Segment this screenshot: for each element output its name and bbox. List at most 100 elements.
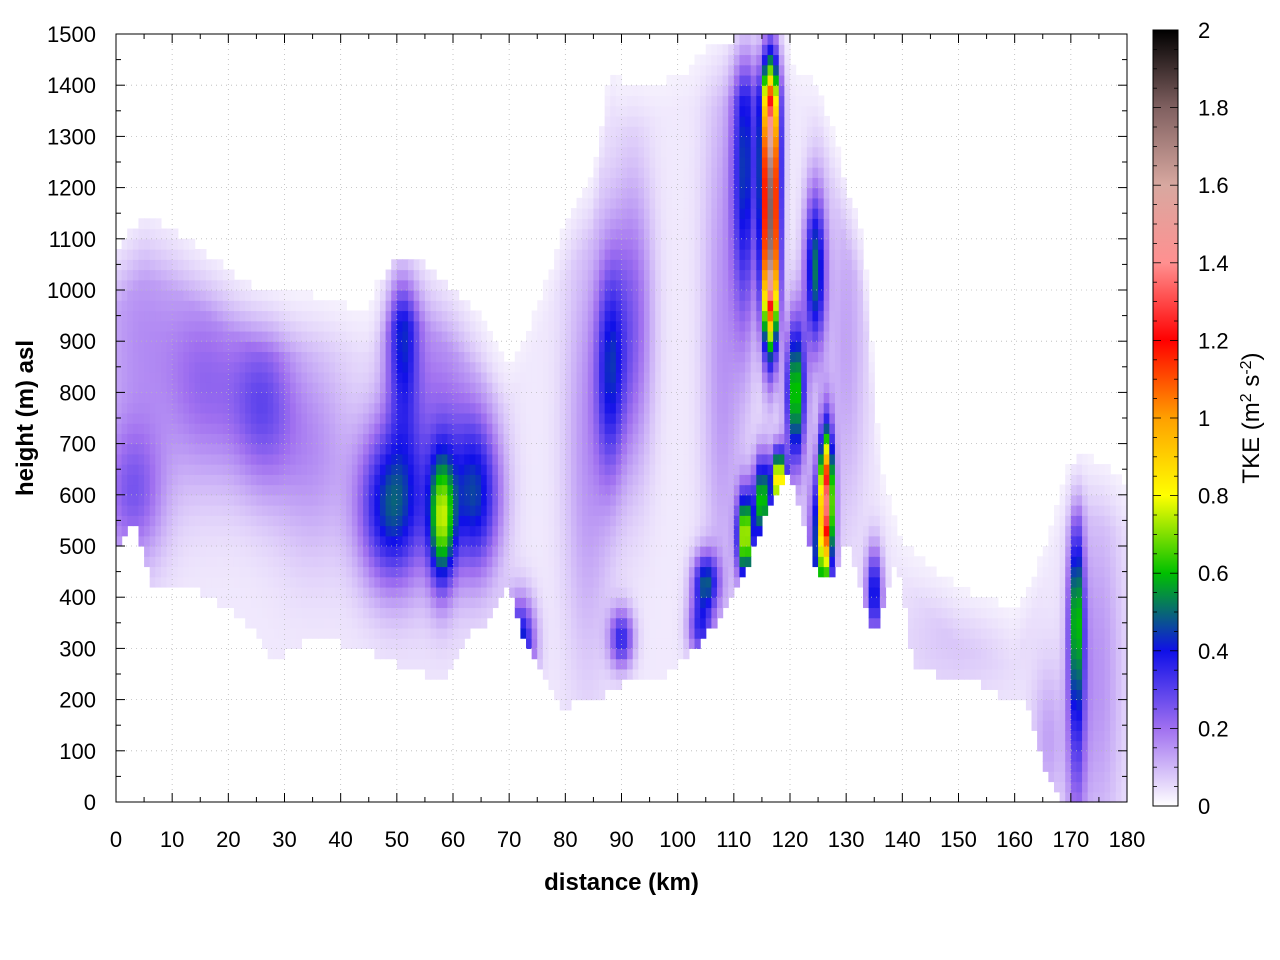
heatmap-cell xyxy=(306,546,314,557)
heatmap-cell xyxy=(419,423,426,434)
heatmap-cell xyxy=(700,279,707,291)
heatmap-cell xyxy=(649,535,656,547)
heatmap-cell xyxy=(357,566,364,578)
heatmap-cell xyxy=(357,576,364,588)
heatmap-cell xyxy=(587,402,595,414)
heatmap-cell xyxy=(385,361,392,373)
heatmap-cell xyxy=(615,259,623,271)
heatmap-cell xyxy=(205,474,213,486)
heatmap-cell xyxy=(306,320,314,332)
heatmap-cell xyxy=(778,259,785,271)
heatmap-cell xyxy=(368,371,375,383)
heatmap-cell xyxy=(570,484,578,496)
heatmap-cell xyxy=(638,412,645,424)
heatmap-cell xyxy=(666,156,673,168)
heatmap-cell xyxy=(655,556,662,568)
heatmap-cell xyxy=(211,546,218,557)
heatmap-cell xyxy=(655,658,662,670)
heatmap-cell xyxy=(492,464,499,475)
heatmap-cell xyxy=(705,494,712,506)
heatmap-cell xyxy=(655,648,662,660)
heatmap-cell xyxy=(318,556,325,568)
heatmap-cell xyxy=(329,320,336,332)
heatmap-cell xyxy=(273,361,280,373)
heatmap-cell xyxy=(615,208,623,219)
heatmap-cell xyxy=(453,556,460,568)
heatmap-cell xyxy=(801,433,808,445)
heatmap-cell xyxy=(587,576,595,588)
heatmap-cell xyxy=(554,505,561,516)
heatmap-cell xyxy=(458,597,465,609)
heatmap-cell xyxy=(116,453,123,465)
heatmap-cell xyxy=(520,627,527,639)
heatmap-cell xyxy=(599,535,606,547)
heatmap-cell xyxy=(464,371,471,383)
heatmap-cell xyxy=(660,351,668,363)
heatmap-cell xyxy=(262,638,269,649)
heatmap-cell xyxy=(194,443,201,455)
heatmap-cell xyxy=(688,494,696,506)
heatmap-cell xyxy=(363,566,370,578)
heatmap-cell xyxy=(189,494,196,506)
heatmap-cell xyxy=(233,341,241,353)
heatmap-cell xyxy=(284,566,291,578)
heatmap-cell xyxy=(374,330,381,342)
heatmap-cell xyxy=(245,566,252,578)
heatmap-cell xyxy=(548,617,555,629)
heatmap-cell xyxy=(801,412,808,424)
heatmap-cell xyxy=(565,638,572,649)
heatmap-cell xyxy=(559,433,566,445)
heatmap-cell xyxy=(211,566,218,578)
heatmap-cell xyxy=(531,382,538,393)
heatmap-cell xyxy=(239,341,246,353)
heatmap-cell xyxy=(587,668,595,680)
heatmap-cell xyxy=(722,269,729,281)
heatmap-cell xyxy=(436,474,443,486)
heatmap-cell xyxy=(604,208,611,219)
heatmap-cell xyxy=(205,453,213,465)
heatmap-cell xyxy=(177,515,184,527)
heatmap-cell xyxy=(672,627,679,639)
heatmap-cell xyxy=(531,535,538,547)
heatmap-cell xyxy=(464,505,471,516)
heatmap-cell xyxy=(582,382,589,393)
heatmap-cell xyxy=(599,320,606,332)
heatmap-cell xyxy=(340,556,347,568)
heatmap-cell xyxy=(155,535,162,547)
heatmap-cell xyxy=(379,525,387,537)
heatmap-cell xyxy=(582,320,589,332)
heatmap-cell xyxy=(666,300,673,312)
heatmap-cell xyxy=(290,556,297,568)
heatmap-cell xyxy=(649,668,656,680)
heatmap-cell xyxy=(615,382,623,393)
heatmap-cell xyxy=(677,156,684,168)
heatmap-cell xyxy=(486,351,493,363)
heatmap-cell xyxy=(733,269,741,281)
heatmap-cell xyxy=(155,290,162,301)
heatmap-cell xyxy=(548,330,555,342)
heatmap-cell xyxy=(379,290,387,301)
heatmap-cell xyxy=(593,638,600,649)
heatmap-cell xyxy=(801,330,808,342)
heatmap-cell xyxy=(458,402,465,414)
heatmap-cell xyxy=(672,105,679,117)
heatmap-cell xyxy=(632,85,639,97)
heatmap-cell xyxy=(649,423,656,434)
heatmap-cell xyxy=(722,156,729,168)
heatmap-cell xyxy=(469,617,477,629)
heatmap-cell xyxy=(284,453,291,465)
heatmap-cell xyxy=(166,576,173,588)
heatmap-cell xyxy=(722,402,729,414)
heatmap-cell xyxy=(728,167,735,178)
heatmap-cell xyxy=(649,136,656,148)
heatmap-cell xyxy=(531,586,538,598)
heatmap-cell xyxy=(756,85,763,97)
heatmap-cell xyxy=(784,310,791,322)
heatmap-cell xyxy=(700,156,707,168)
heatmap-cell xyxy=(576,658,583,670)
heatmap-cell xyxy=(239,392,246,404)
heatmap-cell xyxy=(351,351,359,363)
heatmap-cell xyxy=(357,617,364,629)
heatmap-cell xyxy=(705,310,712,322)
heatmap-cell xyxy=(217,546,224,557)
